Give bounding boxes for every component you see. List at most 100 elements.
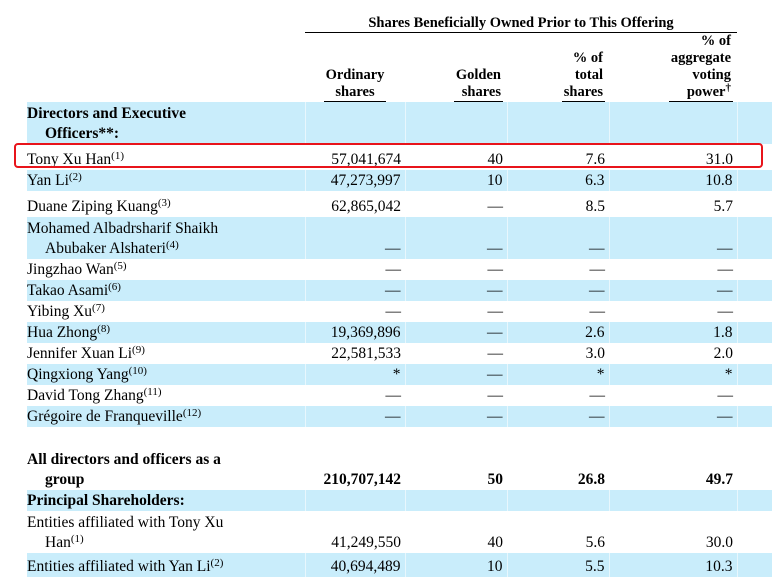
- group-total-row: All directors and officers as a group 210,…: [27, 427, 772, 490]
- column-header: Golden shares: [453, 67, 503, 102]
- ordinary-shares: —: [304, 406, 405, 427]
- golden-shares: 40: [487, 151, 504, 168]
- blank: [27, 33, 305, 102]
- ordinary-shares: —: [304, 280, 405, 301]
- ordinary-shares: —: [385, 261, 402, 278]
- holder-name: Jingzhao Wan(5): [27, 260, 127, 279]
- pct-voting-power: —: [717, 387, 734, 404]
- ordinary-shares: 41,249,550: [331, 534, 401, 551]
- holder-name: David Tong Zhang(11): [27, 386, 162, 405]
- pct-total-shares: —: [506, 217, 609, 259]
- holder-name: Tony Xu Han(1): [27, 150, 124, 169]
- pct-voting-power: 31.0: [705, 151, 733, 168]
- pct-total-shares: 5.6: [585, 534, 605, 551]
- golden-shares: —: [404, 364, 507, 385]
- column-header: % of aggregate voting power†: [668, 33, 733, 102]
- pct-voting-power: —: [717, 303, 734, 320]
- golden-shares: 40: [487, 534, 504, 551]
- table-row: Grégoire de Franqueville(12) — — — —: [27, 406, 772, 427]
- pct-voting-power: —: [608, 280, 737, 301]
- pct-total-shares: —: [589, 387, 606, 404]
- holder-name: Duane Ziping Kuang(3): [27, 197, 171, 216]
- pct-total-shares: 2.6: [506, 322, 609, 343]
- holder-name: Takao Asami(6): [27, 280, 305, 301]
- table-row: Tony Xu Han(1) 57,041,674 40 7.6 31.0: [27, 144, 772, 170]
- pct-voting-power: 5.7: [713, 198, 733, 215]
- pct-voting-power: 1.8: [608, 322, 737, 343]
- table-row: Yan Li(2) 47,273,997 10 6.3 10.8: [27, 170, 772, 191]
- holder-name: Entities affiliated with Tony Xu Han(1): [27, 514, 224, 551]
- pct-voting-power: 2.0: [713, 345, 733, 362]
- ordinary-shares: 47,273,997: [304, 170, 405, 191]
- ordinary-shares: *: [304, 364, 405, 385]
- golden-shares: —: [404, 406, 507, 427]
- pct-total-shares: *: [506, 364, 609, 385]
- golden-shares: —: [404, 322, 507, 343]
- holder-name: Yan Li(2): [27, 170, 305, 191]
- table-row: Yibing Xu(7) — — — —: [27, 301, 772, 322]
- table-row: Hua Zhong(8) 19,369,896—2.6 1.8: [27, 322, 772, 343]
- pct-total-shares: 6.3: [506, 170, 609, 191]
- pct-voting-power: 30.0: [705, 534, 733, 551]
- table-row: Takao Asami(6) — — — —: [27, 280, 772, 301]
- group-title: Shares Beneficially Owned Prior to This …: [305, 0, 737, 33]
- pct-voting-power: —: [608, 217, 737, 259]
- pct-total-shares: 26.8: [577, 471, 605, 488]
- table-row: Qingxiong Yang(10) * — * *: [27, 364, 772, 385]
- ordinary-shares: 40,694,489: [304, 553, 405, 577]
- section-heading-principal: Principal Shareholders:: [27, 490, 305, 511]
- ordinary-shares: 57,041,674: [331, 151, 401, 168]
- holder-name: Mohamed Albadrsharif Shaikh Abubaker Alsh…: [27, 217, 305, 259]
- golden-shares: —: [487, 303, 504, 320]
- golden-shares: —: [487, 345, 504, 362]
- golden-shares: 50: [487, 471, 504, 488]
- table-row: Entities affiliated with Tony Xu Han(1) 41…: [27, 511, 772, 553]
- pct-voting-power: —: [608, 406, 737, 427]
- ordinary-shares: 19,369,896: [304, 322, 405, 343]
- blank: [27, 0, 305, 33]
- pct-total-shares: —: [506, 280, 609, 301]
- ordinary-shares: —: [385, 387, 402, 404]
- column-header: % of total shares: [561, 50, 605, 102]
- blank: [737, 0, 772, 33]
- holder-name: Hua Zhong(8): [27, 322, 305, 343]
- golden-shares: —: [487, 387, 504, 404]
- golden-shares: —: [404, 280, 507, 301]
- pct-voting-power: 49.7: [705, 471, 733, 488]
- ordinary-shares: —: [385, 303, 402, 320]
- holder-name: Jennifer Xuan Li(9): [27, 344, 145, 363]
- pct-voting-power: *: [608, 364, 737, 385]
- holder-name: Qingxiong Yang(10): [27, 364, 305, 385]
- pct-voting-power: 10.3: [608, 553, 737, 577]
- golden-shares: 10: [404, 170, 507, 191]
- golden-shares: —: [404, 217, 507, 259]
- section-heading-directors: Directors and Executive Officers**:: [27, 102, 305, 144]
- table-row: Entities affiliated with Yan Li(2) 40,694…: [27, 553, 772, 577]
- holder-name: Entities affiliated with Yan Li(2): [27, 553, 305, 577]
- pct-total-shares: —: [589, 303, 606, 320]
- table-row: Duane Ziping Kuang(3) 62,865,042 — 8.5 5.7: [27, 191, 772, 217]
- holder-name: Yibing Xu(7): [27, 302, 105, 321]
- table-row: David Tong Zhang(11) — — — —: [27, 385, 772, 406]
- ordinary-shares: —: [304, 217, 405, 259]
- table-row: Mohamed Albadrsharif Shaikh Abubaker Alsh…: [27, 217, 772, 259]
- pct-total-shares: 7.6: [585, 151, 605, 168]
- golden-shares: 10: [404, 553, 507, 577]
- column-header: Ordinary shares: [323, 67, 387, 102]
- holder-name: Grégoire de Franqueville(12): [27, 406, 305, 427]
- pct-total-shares: 3.0: [585, 345, 605, 362]
- group-total-label: All directors and officers as a group: [27, 451, 221, 488]
- table-row: Jingzhao Wan(5) — — — —: [27, 259, 772, 280]
- pct-voting-power: —: [717, 261, 734, 278]
- ordinary-shares: 62,865,042: [331, 198, 401, 215]
- pct-total-shares: —: [589, 261, 606, 278]
- table-row: Jennifer Xuan Li(9) 22,581,533 — 3.0 2.0: [27, 343, 772, 364]
- pct-voting-power: 10.8: [608, 170, 737, 191]
- beneficial-ownership-table: Shares Beneficially Owned Prior to This …: [27, 0, 772, 577]
- ordinary-shares: 210,707,142: [323, 471, 402, 488]
- golden-shares: —: [487, 261, 504, 278]
- pct-total-shares: 5.5: [506, 553, 609, 577]
- pct-total-shares: 8.5: [585, 198, 605, 215]
- pct-total-shares: —: [506, 406, 609, 427]
- ordinary-shares: 22,581,533: [331, 345, 401, 362]
